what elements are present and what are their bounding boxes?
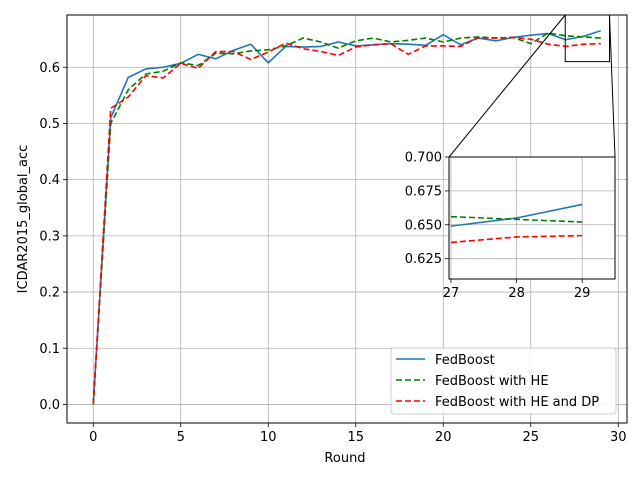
zoom-region-box bbox=[564, 14, 610, 63]
main-y-tick-label: 0.0 bbox=[39, 398, 60, 413]
x-axis-title: Round bbox=[324, 451, 365, 466]
inset-ticks: 27 28 29 0.625 0.650 0.675 0.700 bbox=[405, 151, 591, 302]
inset-x-tick-label: 28 bbox=[508, 286, 525, 301]
inset-x-tick-label: 29 bbox=[574, 286, 591, 301]
main-x-tick-label: 30 bbox=[610, 430, 627, 445]
inset-x-tick-label: 27 bbox=[443, 286, 460, 301]
main-y-tick-label: 0.2 bbox=[39, 286, 60, 301]
inset-y-tick-label: 0.700 bbox=[405, 151, 442, 166]
main-series bbox=[92, 29, 601, 405]
main-x-tick-label: 15 bbox=[347, 430, 364, 445]
main-y-tick-label: 0.5 bbox=[39, 117, 60, 132]
y-axis-title: ICDAR2015_global_acc bbox=[16, 145, 31, 294]
main-y-tick-label: 0.1 bbox=[39, 342, 60, 357]
main-series-line-fedboost bbox=[92, 29, 601, 405]
zoom-connector-left bbox=[448, 14, 566, 158]
main-x-tick-label: 10 bbox=[260, 430, 277, 445]
inset-series-line-fedboost-with-he-and-dp bbox=[450, 234, 583, 244]
main-series-line-fedboost-with-he-and-dp bbox=[92, 36, 601, 405]
inset-series bbox=[450, 203, 583, 244]
legend-box bbox=[390, 347, 617, 415]
inset-grid bbox=[449, 156, 615, 279]
main-x-tick-label: 25 bbox=[522, 430, 539, 445]
inset-axes-frame bbox=[448, 156, 616, 280]
main-y-tick-label: 0.3 bbox=[39, 229, 60, 244]
legend: FedBoost FedBoost with HE FedBoost with … bbox=[390, 347, 617, 415]
legend-label-fedboost: FedBoost bbox=[435, 353, 495, 368]
inset-y-tick-label: 0.650 bbox=[405, 218, 442, 233]
zoom-connector-right bbox=[609, 14, 616, 158]
main-ticks: 0 5 10 15 20 25 30 0.0 0.1 0.2 0.3 0.4 0.5 0.6 bbox=[39, 61, 626, 445]
inset-series-line-fedboost bbox=[450, 203, 583, 227]
main-y-tick-label: 0.6 bbox=[39, 61, 60, 76]
legend-label-fedboost-he-dp: FedBoost with HE and DP bbox=[435, 395, 599, 410]
main-x-tick-label: 20 bbox=[435, 430, 452, 445]
inset-series-line-fedboost-with-he bbox=[450, 215, 583, 223]
legend-label-fedboost-he: FedBoost with HE bbox=[435, 374, 549, 389]
main-y-tick-label: 0.4 bbox=[39, 173, 60, 188]
inset-y-tick-label: 0.625 bbox=[405, 252, 442, 267]
main-x-tick-label: 0 bbox=[89, 430, 97, 445]
main-axes-frame bbox=[66, 14, 628, 424]
inset-y-tick-label: 0.675 bbox=[405, 184, 442, 199]
zoom-indicator bbox=[448, 14, 616, 158]
main-x-tick-label: 5 bbox=[177, 430, 185, 445]
